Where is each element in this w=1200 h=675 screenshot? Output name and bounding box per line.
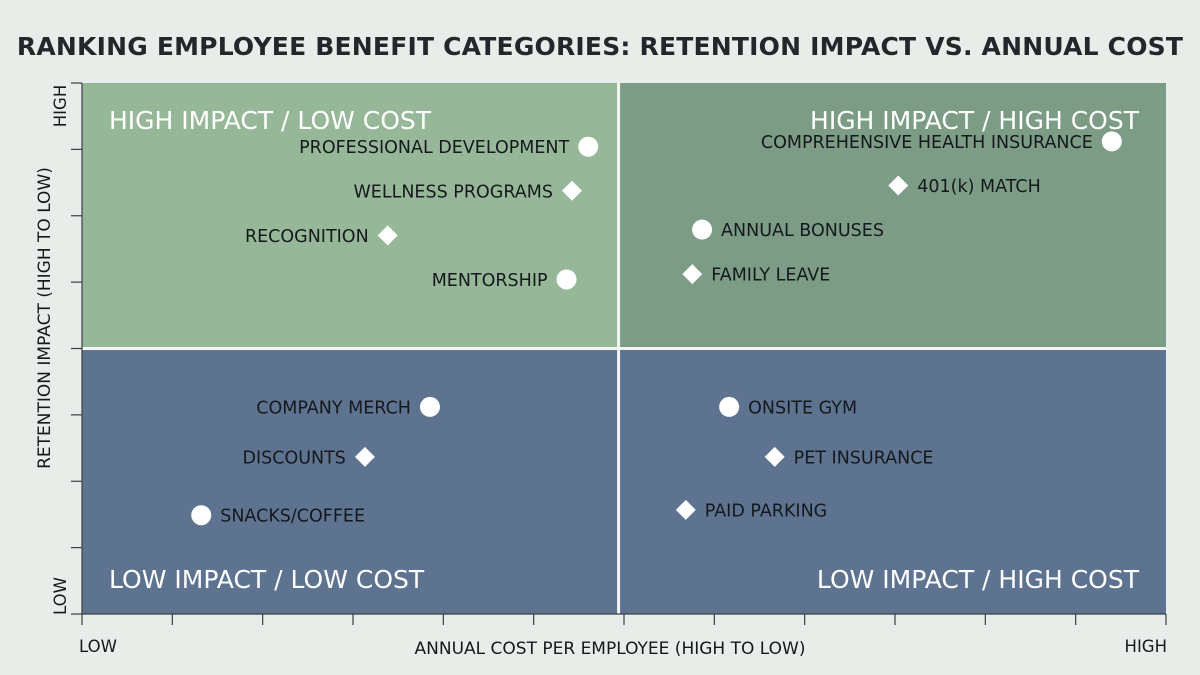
data-points: PROFESSIONAL DEVELOPMENT WELLNESS PROGRAM… [191,131,1122,527]
point-label-company-merch: COMPANY MERCH [256,398,411,418]
point-marker-mentorship [556,269,577,290]
point-marker-onsite-gym [719,396,740,417]
y-axis-high-label: HIGH [51,85,70,127]
point-marker-discounts [354,446,375,467]
point-label-professional-development: PROFESSIONAL DEVELOPMENT [299,138,569,158]
point-label-paid-parking: PAID PARKING [705,501,827,521]
point-label-401-k-match: 401(k) MATCH [917,177,1041,197]
quadrant-high-impact-high-cost [618,83,1166,349]
y-axis-ticks [71,82,82,615]
point-marker-family-leave [682,264,703,285]
point-label-snacks-coffee: SNACKS/COFFEE [220,507,365,527]
point-label-mentorship: MENTORSHIP [432,271,548,291]
point-label-recognition: RECOGNITION [245,227,369,247]
x-axis-ticks [81,614,1167,625]
quadrant-low-impact-low-cost [82,348,619,614]
quadrant-label-high-impact-low-cost: HIGH IMPACT / LOW COST [109,106,432,135]
point-marker-professional-development [578,136,599,157]
quadrant-label-low-impact-high-cost: LOW IMPACT / HIGH COST [817,565,1140,594]
x-axis-high-label: HIGH [1125,637,1167,656]
quadrant-low-impact-high-cost [618,348,1166,614]
point-marker-comprehensive-health-insurance [1101,131,1122,152]
quadrant-label-high-impact-high-cost: HIGH IMPACT / HIGH COST [810,106,1140,135]
point-label-discounts: DISCOUNTS [242,448,345,468]
point-marker-pet-insurance [764,446,785,467]
point-marker-company-merch [419,396,440,417]
x-axis-title: ANNUAL COST PER EMPLOYEE (HIGH TO LOW) [415,639,806,659]
point-label-pet-insurance: PET INSURANCE [794,448,934,468]
point-label-wellness-programs: WELLNESS PROGRAMS [353,182,552,202]
x-axis-low-label: LOW [79,637,117,656]
quadrant-label-low-impact-low-cost: LOW IMPACT / LOW COST [109,565,425,594]
point-marker-wellness-programs [561,180,582,201]
point-marker-recognition [377,225,398,246]
y-axis-title: RETENTION IMPACT (HIGH TO LOW) [35,167,55,469]
point-marker-snacks-coffee [191,505,212,526]
point-label-onsite-gym: ONSITE GYM [748,398,857,418]
point-marker-paid-parking [675,499,696,520]
point-label-annual-bonuses: ANNUAL BONUSES [721,221,884,241]
point-marker-401-k-match [888,175,909,196]
point-label-comprehensive-health-insurance: COMPREHENSIVE HEALTH INSURANCE [761,133,1093,153]
y-axis-low-label: LOW [51,577,70,615]
point-marker-annual-bonuses [692,219,713,240]
chart-title: RANKING EMPLOYEE BENEFIT CATEGORIES: RET… [17,32,1183,61]
quadrant-high-impact-low-cost [82,83,619,349]
point-label-family-leave: FAMILY LEAVE [711,266,830,286]
